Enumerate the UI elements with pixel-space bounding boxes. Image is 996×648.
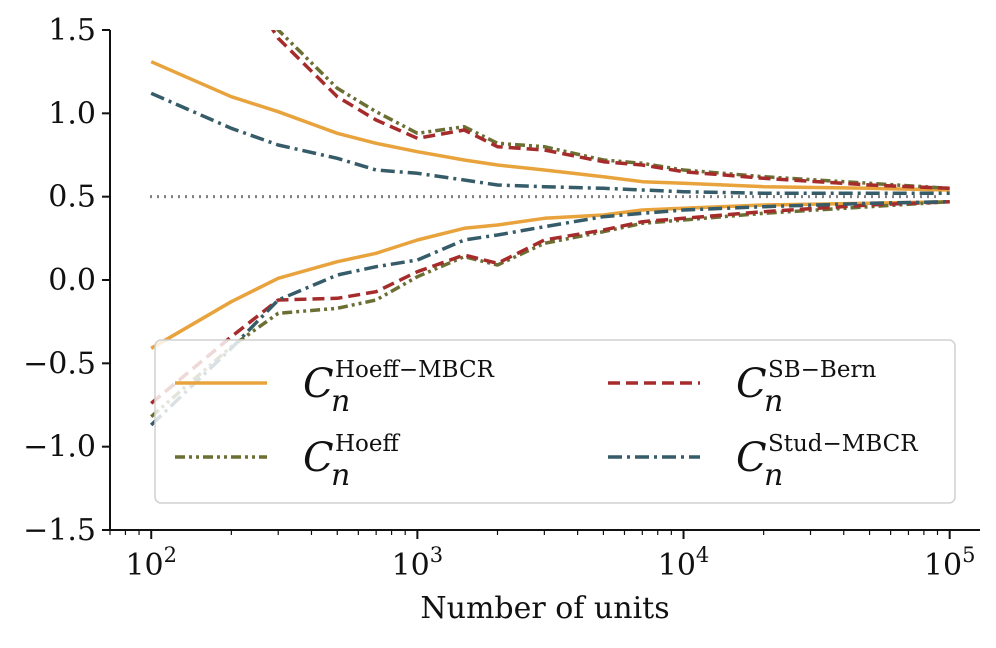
series-line-hoeff-mbcr-upper bbox=[150, 60, 950, 192]
y-tick-label: 1.5 bbox=[48, 13, 96, 48]
series-line-sb-bern-upper bbox=[270, 30, 950, 191]
x-tick-label: 104 bbox=[658, 543, 710, 583]
legend-label-stud-mbcr: C bbox=[736, 435, 767, 481]
y-tick-label: 0.0 bbox=[48, 263, 96, 298]
y-tick-label: 0.5 bbox=[48, 180, 96, 215]
x-axis-title: Number of units bbox=[420, 591, 669, 626]
legend-label-superscript: Hoeff−MBCR bbox=[335, 357, 495, 383]
y-tick-label: −1.5 bbox=[23, 513, 96, 548]
legend-label-subscript: n bbox=[331, 384, 350, 419]
series-layer bbox=[149, 30, 950, 427]
series-line-hoeff-mbcr-lower bbox=[150, 199, 950, 350]
series-line-hoeff-lower bbox=[150, 199, 950, 419]
y-tick-label: −0.5 bbox=[23, 346, 96, 381]
series-line-sb-bern-lower bbox=[150, 199, 950, 405]
legend-frame bbox=[154, 339, 956, 504]
y-tick-label: 1.0 bbox=[48, 96, 96, 131]
legend-label-hoeff-mbcr: C bbox=[303, 361, 334, 407]
legend-label-sb-bern: C bbox=[736, 361, 767, 407]
series-line-stud-mbcr-upper bbox=[150, 91, 950, 196]
series-line-hoeff-upper bbox=[276, 30, 950, 191]
legend-label-superscript: Hoeff bbox=[335, 431, 401, 457]
y-tick-label: −1.0 bbox=[23, 430, 96, 465]
x-tick-label: 103 bbox=[392, 543, 444, 583]
ticks: 1.5 1.0 0.5 0.0 −0.5 −1.0 −1.5 102 103 104 105 bbox=[23, 13, 975, 583]
legend-label-subscript: n bbox=[331, 458, 350, 493]
legend-label-hoeff: C bbox=[303, 435, 334, 481]
legend-label-subscript: n bbox=[764, 384, 783, 419]
series-line-stud-mbcr-lower bbox=[149, 199, 950, 427]
x-tick-label: 102 bbox=[125, 543, 177, 583]
legend-label-superscript: Stud−MBCR bbox=[768, 431, 918, 457]
legend-label-subscript: n bbox=[764, 458, 783, 493]
x-tick-label: 105 bbox=[924, 543, 976, 583]
legend-label-superscript: SB−Bern bbox=[768, 357, 876, 383]
